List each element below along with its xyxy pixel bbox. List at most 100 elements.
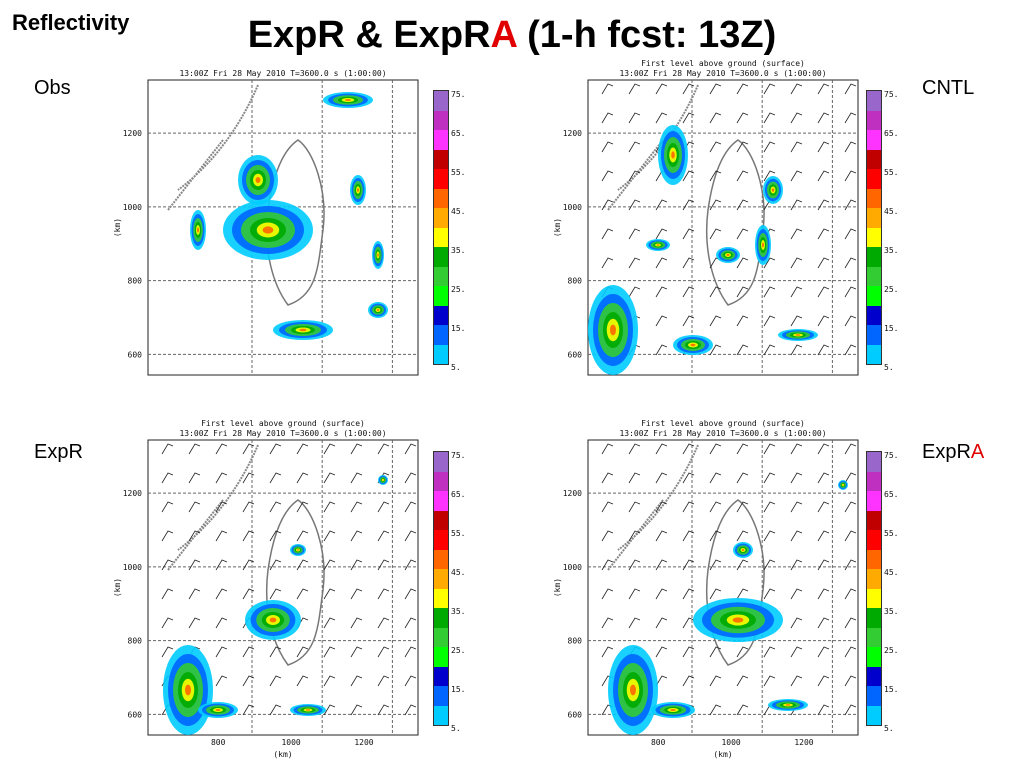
- wind-barb: [323, 675, 336, 687]
- colorbar-swatch: [867, 491, 881, 511]
- x-tick-label: 1000: [721, 738, 740, 747]
- wind-barb: [655, 443, 668, 455]
- echo-region: [732, 617, 744, 623]
- wind-barb: [601, 559, 614, 571]
- y-tick-label: 1200: [123, 489, 142, 498]
- wind-barb: [296, 588, 309, 600]
- wind-barb: [844, 472, 857, 484]
- wind-barb: [844, 443, 857, 455]
- x-tick-label: 1200: [794, 738, 813, 747]
- china-coastline: [167, 84, 259, 211]
- wind-barb: [709, 472, 722, 484]
- wind-barb: [404, 617, 417, 629]
- colorbar-label: 65.: [451, 490, 466, 499]
- wind-barb: [323, 443, 336, 455]
- plot-time: 13:00Z Fri 28 May 2010 T=3600.0 s (1:00:…: [619, 429, 826, 438]
- wind-barb: [844, 344, 857, 356]
- colorbar-swatch: [867, 286, 881, 306]
- wind-barb: [844, 315, 857, 327]
- wind-barb: [736, 704, 749, 716]
- echo-region: [785, 704, 791, 706]
- colorbar-label: 75.: [451, 451, 466, 460]
- colorbar-swatch: [434, 627, 448, 647]
- wind-barb: [790, 83, 803, 95]
- wind-barb: [350, 559, 363, 571]
- wind-barb: [628, 228, 641, 240]
- colorbar-swatch: [434, 188, 448, 208]
- wind-barb: [350, 588, 363, 600]
- colorbar-swatch: [434, 266, 448, 286]
- wind-barb: [404, 501, 417, 513]
- wind-barb: [404, 588, 417, 600]
- wind-barb: [817, 170, 830, 182]
- wind-barb: [790, 286, 803, 298]
- china-coastline: [607, 444, 699, 571]
- wind-barb: [601, 617, 614, 629]
- plot-time: 13:00Z Fri 28 May 2010 T=3600.0 s (1:00:…: [179, 429, 386, 438]
- panel-cntl: First level above ground (surface) 13:00Z…: [540, 60, 870, 405]
- label-obs: Obs: [34, 77, 71, 99]
- wind-barb: [682, 112, 695, 124]
- colorbar-swatch: [867, 686, 881, 706]
- echo-region: [771, 188, 775, 192]
- wind-barb: [188, 530, 201, 542]
- colorbar-swatch: [867, 530, 881, 550]
- wind-barb: [655, 588, 668, 600]
- colorbar-label: 25.: [451, 646, 466, 655]
- wind-barb: [601, 228, 614, 240]
- wind-barb: [655, 646, 668, 658]
- wind-barb: [377, 588, 390, 600]
- colorbar-swatch: [867, 705, 881, 725]
- wind-barb: [323, 559, 336, 571]
- label-expra: ExpRA: [922, 441, 984, 464]
- wind-barb: [323, 472, 336, 484]
- wind-barb: [844, 141, 857, 153]
- colorbar-swatch: [867, 569, 881, 589]
- wind-barb: [844, 617, 857, 629]
- wind-barb: [763, 344, 776, 356]
- colorbar-swatch: [434, 608, 448, 628]
- colorbar-swatch: [434, 491, 448, 511]
- colorbar-label: 65.: [884, 490, 899, 499]
- plot-time: 13:00Z Fri 28 May 2010 T=3600.0 s (1:00:…: [619, 69, 826, 78]
- wind-barb: [682, 257, 695, 269]
- wind-barb: [350, 501, 363, 513]
- wind-barb: [817, 112, 830, 124]
- wind-barb: [844, 199, 857, 211]
- wind-barb: [215, 443, 228, 455]
- wind-barb: [736, 141, 749, 153]
- wind-barb: [682, 472, 695, 484]
- colorbar-label: 15.: [884, 685, 899, 694]
- wind-barb: [682, 646, 695, 658]
- wind-barb: [709, 501, 722, 513]
- wind-barb: [601, 141, 614, 153]
- colorbar-swatch: [867, 91, 881, 111]
- colorbar-swatch: [867, 149, 881, 169]
- wind-barb: [655, 83, 668, 95]
- colorbar-swatch: [867, 130, 881, 150]
- taiwan-coastline: [705, 139, 765, 306]
- colorbar-scale: [433, 90, 449, 365]
- wind-barb: [709, 588, 722, 600]
- wind-barb: [655, 559, 668, 571]
- wind-barb: [709, 704, 722, 716]
- wind-barb: [377, 530, 390, 542]
- wind-barb: [215, 530, 228, 542]
- wind-barb: [269, 559, 282, 571]
- echo-region: [630, 684, 636, 696]
- wind-barb: [682, 675, 695, 687]
- y-tick-label: 1000: [123, 203, 142, 212]
- colorbar-swatch: [867, 110, 881, 130]
- wind-barb: [628, 170, 641, 182]
- wind-barb: [323, 530, 336, 542]
- wind-barb: [628, 559, 641, 571]
- wind-barb: [817, 83, 830, 95]
- wind-barb: [242, 675, 255, 687]
- colorbar-swatch: [867, 247, 881, 267]
- plot-svg: First level above ground (surface)13:00Z…: [113, 420, 419, 759]
- wind-barb: [817, 315, 830, 327]
- wind-barb: [242, 588, 255, 600]
- wind-barb: [709, 646, 722, 658]
- wind-barb: [404, 530, 417, 542]
- echo-region: [345, 99, 351, 101]
